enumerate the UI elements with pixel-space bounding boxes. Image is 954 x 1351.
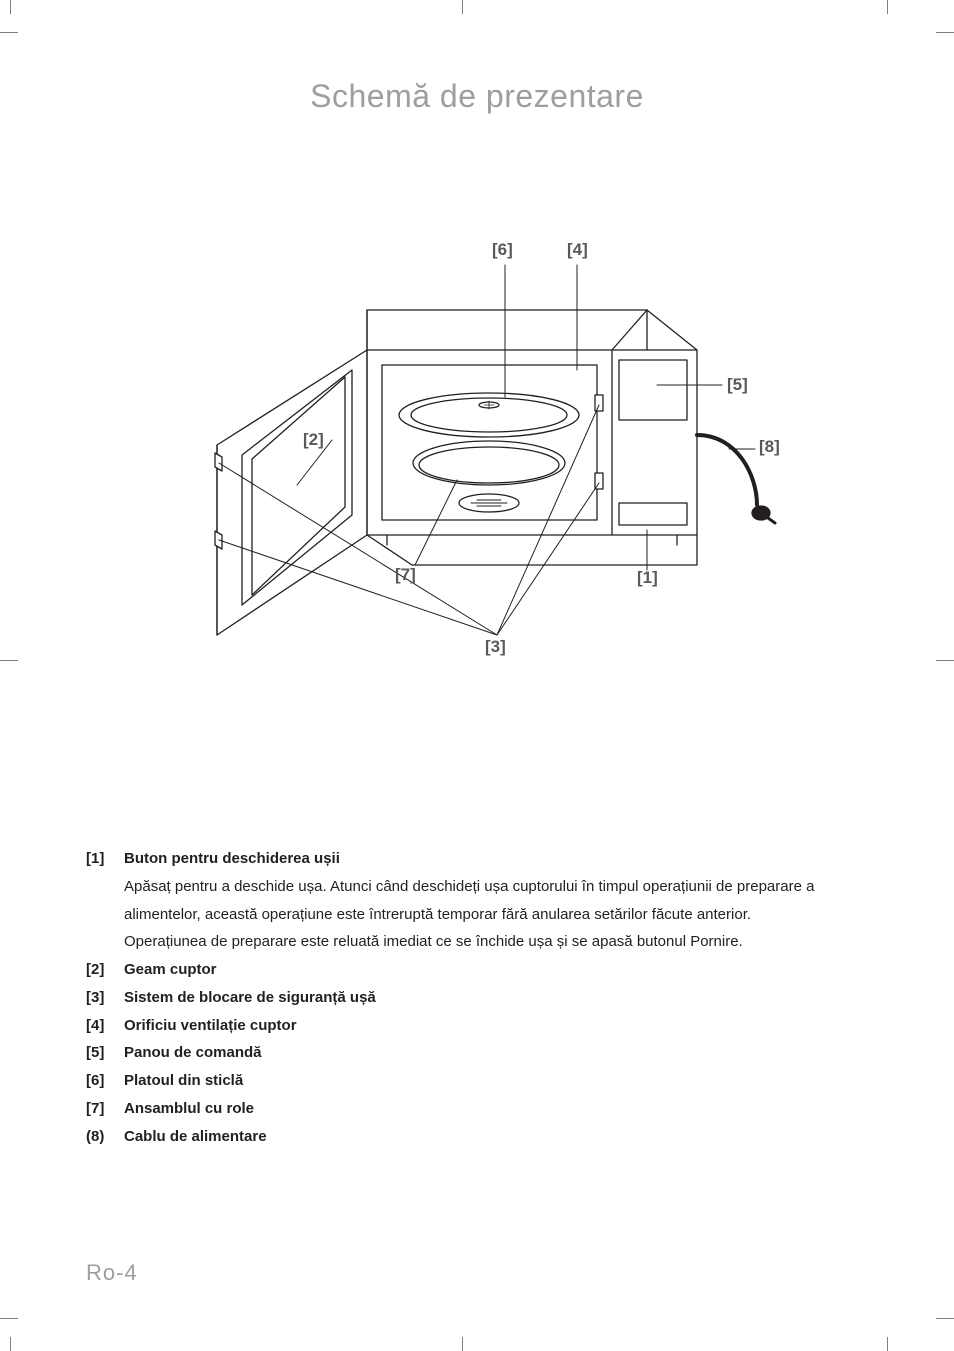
legend-item: [5] Panou de comandă — [86, 1039, 868, 1067]
crop-mark — [462, 0, 463, 14]
legend-num: [7] — [86, 1095, 124, 1123]
legend-item: [3] Sistem de blocare de siguranță ușă — [86, 984, 868, 1012]
legend-title: Cablu de alimentare — [124, 1123, 267, 1151]
legend-item: [2] Geam cuptor — [86, 956, 868, 984]
crop-mark — [0, 1318, 18, 1319]
legend-item: (8) Cablu de alimentare — [86, 1123, 868, 1151]
crop-mark — [10, 1337, 11, 1351]
legend-item: [4] Orificiu ventilație cuptor — [86, 1012, 868, 1040]
legend-title: Platoul din sticlă — [124, 1067, 243, 1095]
legend-item: [1] Buton pentru deschiderea ușii — [86, 845, 868, 873]
callout-3: [3] — [485, 637, 506, 657]
legend-num: [3] — [86, 984, 124, 1012]
crop-mark — [462, 1337, 463, 1351]
callout-2: [2] — [303, 430, 324, 450]
callout-5: [5] — [727, 375, 748, 395]
callout-6: [6] — [492, 240, 513, 260]
crop-mark — [10, 0, 11, 14]
legend-num: [2] — [86, 956, 124, 984]
page-number: Ro-4 — [86, 1260, 138, 1286]
crop-mark — [0, 32, 18, 33]
diagram-svg — [157, 235, 797, 665]
callout-8: [8] — [759, 437, 780, 457]
microwave-diagram: [6] [4] [5] [8] [1] [2] [7] [3] — [157, 235, 797, 665]
callout-1: [1] — [637, 568, 658, 588]
legend-num: [5] — [86, 1039, 124, 1067]
crop-mark — [0, 660, 18, 661]
legend-num: [1] — [86, 845, 124, 873]
crop-mark — [936, 32, 954, 33]
legend-item: [6] Platoul din sticlă — [86, 1067, 868, 1095]
legend-num: (8) — [86, 1123, 124, 1151]
callout-7: [7] — [395, 565, 416, 585]
legend-body: Apăsaț pentru a deschide ușa. Atunci cân… — [124, 873, 824, 956]
legend: [1] Buton pentru deschiderea ușii Apăsaț… — [80, 845, 874, 1150]
legend-title: Geam cuptor — [124, 956, 217, 984]
page-title: Schemă de prezentare — [80, 78, 874, 115]
legend-title: Sistem de blocare de siguranță ușă — [124, 984, 376, 1012]
crop-mark — [887, 0, 888, 14]
crop-mark — [887, 1337, 888, 1351]
legend-title: Buton pentru deschiderea ușii — [124, 845, 340, 873]
legend-num: [4] — [86, 1012, 124, 1040]
crop-mark — [936, 660, 954, 661]
manual-page: Schemă de prezentare — [0, 0, 954, 1351]
legend-title: Panou de comandă — [124, 1039, 262, 1067]
legend-item: [7] Ansamblul cu role — [86, 1095, 868, 1123]
legend-num: [6] — [86, 1067, 124, 1095]
legend-title: Ansamblul cu role — [124, 1095, 254, 1123]
callout-4: [4] — [567, 240, 588, 260]
legend-title: Orificiu ventilație cuptor — [124, 1012, 297, 1040]
crop-mark — [936, 1318, 954, 1319]
